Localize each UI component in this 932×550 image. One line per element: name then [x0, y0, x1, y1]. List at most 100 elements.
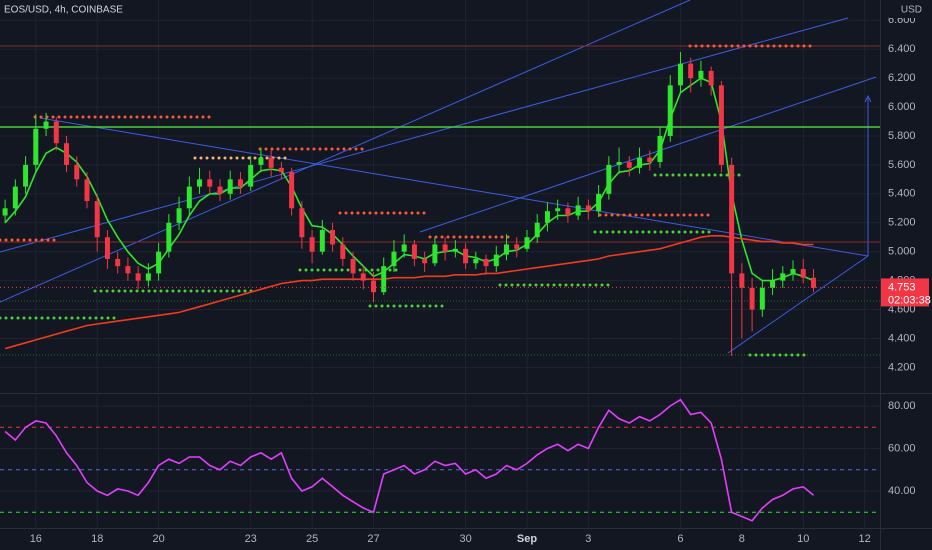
candle-body — [483, 258, 489, 267]
y-tick-label: 5.000 — [888, 246, 916, 258]
candle-body — [800, 269, 806, 278]
candle-body — [23, 164, 29, 187]
candle-body — [411, 244, 417, 259]
x-tick-label: 3 — [585, 533, 591, 545]
y-tick-label: 5.400 — [888, 188, 916, 200]
candle-body — [227, 179, 233, 194]
candle-body — [442, 244, 448, 252]
candle-body — [749, 287, 755, 310]
trend-line — [419, 76, 877, 233]
chart-title: EOS/USD, 4h, COINBASE — [4, 5, 123, 16]
candle-body — [534, 222, 540, 238]
candle-body — [197, 179, 203, 187]
candle-body — [135, 273, 141, 281]
candle-body — [544, 211, 550, 223]
x-tick-label: 25 — [306, 533, 318, 545]
candle-body — [688, 63, 694, 79]
candle-body — [319, 229, 325, 252]
candle-body — [186, 186, 192, 209]
candle-body — [647, 157, 653, 163]
candle-body — [340, 244, 346, 259]
candle-body — [258, 157, 264, 165]
candle-body — [370, 280, 376, 293]
last-price-label: 4.753 — [888, 281, 916, 293]
x-tick-label: 10 — [797, 533, 809, 545]
candle-body — [524, 237, 530, 249]
drawings — [0, 0, 880, 357]
candle-body — [770, 280, 776, 288]
x-tick-label: 12 — [859, 533, 871, 545]
candle-body — [2, 208, 8, 216]
candle-body — [12, 186, 18, 209]
candle-body — [432, 244, 438, 264]
y-tick-label: 5.200 — [888, 217, 916, 229]
candle-body — [504, 244, 510, 255]
x-tick-label: 27 — [367, 533, 379, 545]
candle-body — [104, 237, 110, 259]
candle-body — [759, 287, 765, 310]
candle-body — [237, 179, 243, 187]
candle-body — [33, 128, 39, 165]
last-price-box — [881, 278, 929, 307]
y-tick-label: 4.200 — [888, 361, 916, 373]
candle-body — [463, 248, 469, 264]
y-tick-label: 60.00 — [888, 442, 916, 454]
candle-body — [94, 201, 100, 238]
y-tick-label: 6.000 — [888, 101, 916, 113]
candle-body — [565, 208, 571, 216]
candle-body — [606, 164, 612, 194]
candle-body — [207, 179, 213, 187]
trend-line — [0, 0, 691, 303]
x-tick-label: 23 — [245, 533, 257, 545]
candle-body — [473, 258, 479, 264]
axes: 4.2004.4004.6004.8005.0005.2005.4005.600… — [30, 14, 931, 545]
trend-line — [0, 17, 849, 253]
candle-body — [176, 208, 182, 223]
candle-body — [217, 186, 223, 194]
candle-body — [616, 162, 622, 165]
candle-body — [718, 85, 724, 165]
candle-body — [585, 205, 591, 212]
candle-body — [626, 162, 632, 168]
x-tick-label: 6 — [677, 533, 683, 545]
x-tick-label: Sep — [517, 533, 537, 545]
y-tick-label: 40.00 — [888, 485, 916, 497]
candle-body — [401, 244, 407, 252]
candle-body — [596, 193, 602, 212]
candle-body — [299, 208, 305, 238]
moving-average — [4, 235, 814, 350]
x-tick-label: 16 — [30, 533, 42, 545]
arrow-head — [864, 94, 872, 103]
x-tick-label: 20 — [152, 533, 164, 545]
marks — [0, 52, 880, 522]
candle-body — [657, 135, 663, 163]
x-tick-label: 30 — [459, 533, 471, 545]
candle-body — [53, 121, 59, 144]
y-tick-label: 5.800 — [888, 130, 916, 142]
candle-body — [309, 237, 315, 252]
candle-body — [677, 63, 683, 86]
x-tick-label: 18 — [91, 533, 103, 545]
candle-body — [667, 85, 673, 136]
candle-body — [790, 269, 796, 274]
countdown-label: 02:03:38 — [888, 294, 931, 306]
candle-body — [422, 258, 428, 264]
candle-body — [289, 172, 295, 209]
y-tick-label: 4.400 — [888, 332, 916, 344]
candle-body — [125, 266, 131, 274]
candle-body — [278, 167, 284, 173]
candle-body — [43, 121, 49, 129]
candle-body — [780, 273, 786, 281]
candle-body — [350, 258, 356, 274]
candle-body — [145, 273, 151, 281]
unit-label: USD — [901, 5, 922, 16]
y-tick-label: 6.200 — [888, 72, 916, 84]
candle-body — [739, 273, 745, 288]
y-tick-label: 80.00 — [888, 400, 916, 412]
candle-body — [698, 70, 704, 79]
trend-line — [727, 255, 869, 354]
candle-body — [166, 222, 172, 252]
candle-body — [555, 208, 561, 212]
candle-body — [330, 229, 336, 245]
